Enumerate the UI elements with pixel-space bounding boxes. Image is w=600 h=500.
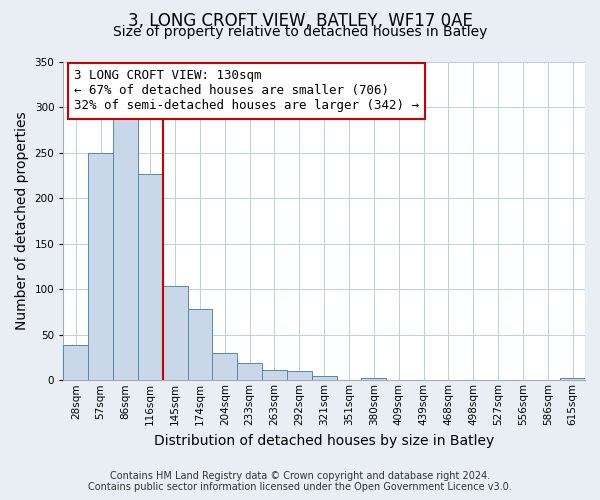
Bar bbox=[560, 378, 585, 380]
Bar bbox=[138, 174, 163, 380]
Bar bbox=[212, 353, 237, 380]
Bar bbox=[287, 371, 312, 380]
Bar bbox=[163, 286, 188, 380]
Bar bbox=[262, 370, 287, 380]
Bar bbox=[188, 309, 212, 380]
Bar bbox=[361, 378, 386, 380]
Text: 3, LONG CROFT VIEW, BATLEY, WF17 0AE: 3, LONG CROFT VIEW, BATLEY, WF17 0AE bbox=[128, 12, 472, 30]
Text: Contains HM Land Registry data © Crown copyright and database right 2024.
Contai: Contains HM Land Registry data © Crown c… bbox=[88, 471, 512, 492]
Text: 3 LONG CROFT VIEW: 130sqm
← 67% of detached houses are smaller (706)
32% of semi: 3 LONG CROFT VIEW: 130sqm ← 67% of detac… bbox=[74, 70, 419, 112]
Bar bbox=[88, 152, 113, 380]
Bar bbox=[64, 344, 88, 380]
X-axis label: Distribution of detached houses by size in Batley: Distribution of detached houses by size … bbox=[154, 434, 494, 448]
Bar bbox=[237, 363, 262, 380]
Text: Size of property relative to detached houses in Batley: Size of property relative to detached ho… bbox=[113, 25, 487, 39]
Bar bbox=[312, 376, 337, 380]
Bar bbox=[113, 115, 138, 380]
Y-axis label: Number of detached properties: Number of detached properties bbox=[15, 112, 29, 330]
